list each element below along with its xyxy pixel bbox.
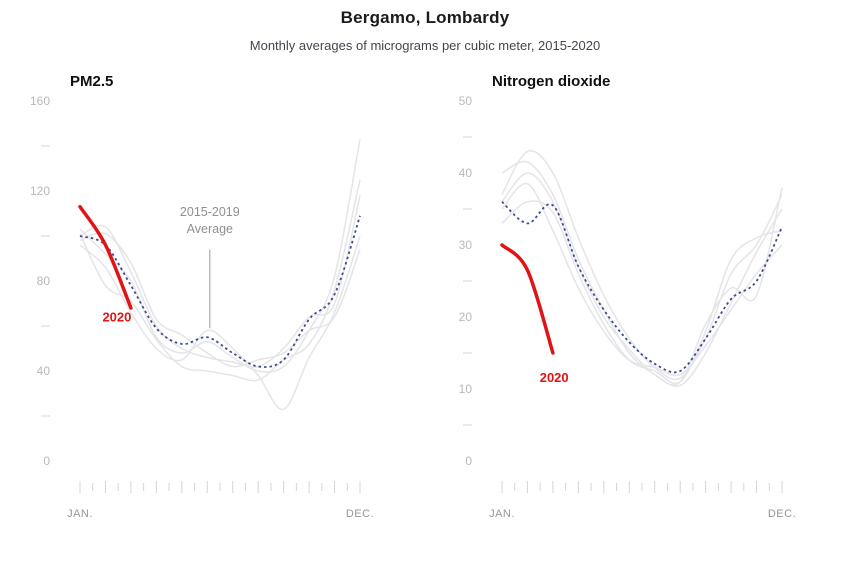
series-2017-line xyxy=(501,200,783,385)
y-tick-label: 40 xyxy=(37,364,51,378)
series-2019-line xyxy=(79,179,361,382)
pm25-chart-title: PM2.5 xyxy=(70,73,114,90)
x-axis: JAN. DEC. xyxy=(67,481,374,520)
series-2016-line xyxy=(79,195,361,368)
series-2015-line xyxy=(79,139,361,373)
series-2019-line xyxy=(501,172,783,386)
label-2020: 2020 xyxy=(540,370,569,385)
average-annotation-text: 2015-2019 xyxy=(180,205,240,219)
page-subtitle: Monthly averages of micrograms per cubic… xyxy=(249,38,601,53)
label-2020: 2020 xyxy=(102,310,131,325)
pm25-line-chart: 0 40 80 120 160 JAN. DEC. 2015-2019 Average 2020 xyxy=(30,94,374,520)
y-tick-label: 50 xyxy=(459,94,473,108)
y-tick-label: 0 xyxy=(43,454,50,468)
series-2015-line xyxy=(501,149,783,381)
series-2016-line xyxy=(501,160,783,387)
y-tick-label: 40 xyxy=(459,166,473,180)
y-tick-label: 10 xyxy=(459,382,473,396)
pm25-chart: PM2.5 0 40 80 120 160 JAN. DEC. 2015-2019 Averag… xyxy=(8,73,418,541)
header: Bergamo, Lombardy Monthly averages of mi… xyxy=(0,0,850,53)
x-label-dec: DEC. xyxy=(768,508,796,520)
y-tick-label: 120 xyxy=(30,184,50,198)
average-annotation-text: Average xyxy=(187,222,233,236)
y-axis: 0 10 20 30 40 50 xyxy=(459,94,473,468)
y-tick-label: 160 xyxy=(30,94,50,108)
y-tick-label: 30 xyxy=(459,238,473,252)
series-2015-2019-average-line xyxy=(501,201,783,374)
y-tick-label: 0 xyxy=(465,454,472,468)
series-2017-line xyxy=(79,235,361,411)
series-2018-line xyxy=(501,182,783,377)
series-2018-line xyxy=(79,232,361,368)
series-2015-2019-average-line xyxy=(79,215,361,368)
series-2020-line xyxy=(500,243,555,355)
page-title: Bergamo, Lombardy xyxy=(340,8,510,27)
x-label-dec: DEC. xyxy=(346,508,374,520)
x-axis: JAN. DEC. xyxy=(489,481,796,520)
y-tick-label: 20 xyxy=(459,310,473,324)
no2-line-chart: 0 10 20 30 40 50 JAN. DEC. 2020 xyxy=(459,94,796,520)
no2-chart-title: Nitrogen dioxide xyxy=(492,73,611,90)
series-2020-line xyxy=(78,204,133,310)
charts-row: PM2.5 0 40 80 120 160 JAN. DEC. 2015-2019 Averag… xyxy=(0,73,850,541)
no2-chart: Nitrogen dioxide 0 10 20 30 40 50 JAN. DEC. 2020 xyxy=(430,73,840,541)
x-label-jan: JAN. xyxy=(67,508,93,520)
y-axis: 0 40 80 120 160 xyxy=(30,94,50,468)
y-tick-label: 80 xyxy=(37,274,51,288)
x-label-jan: JAN. xyxy=(489,508,515,520)
